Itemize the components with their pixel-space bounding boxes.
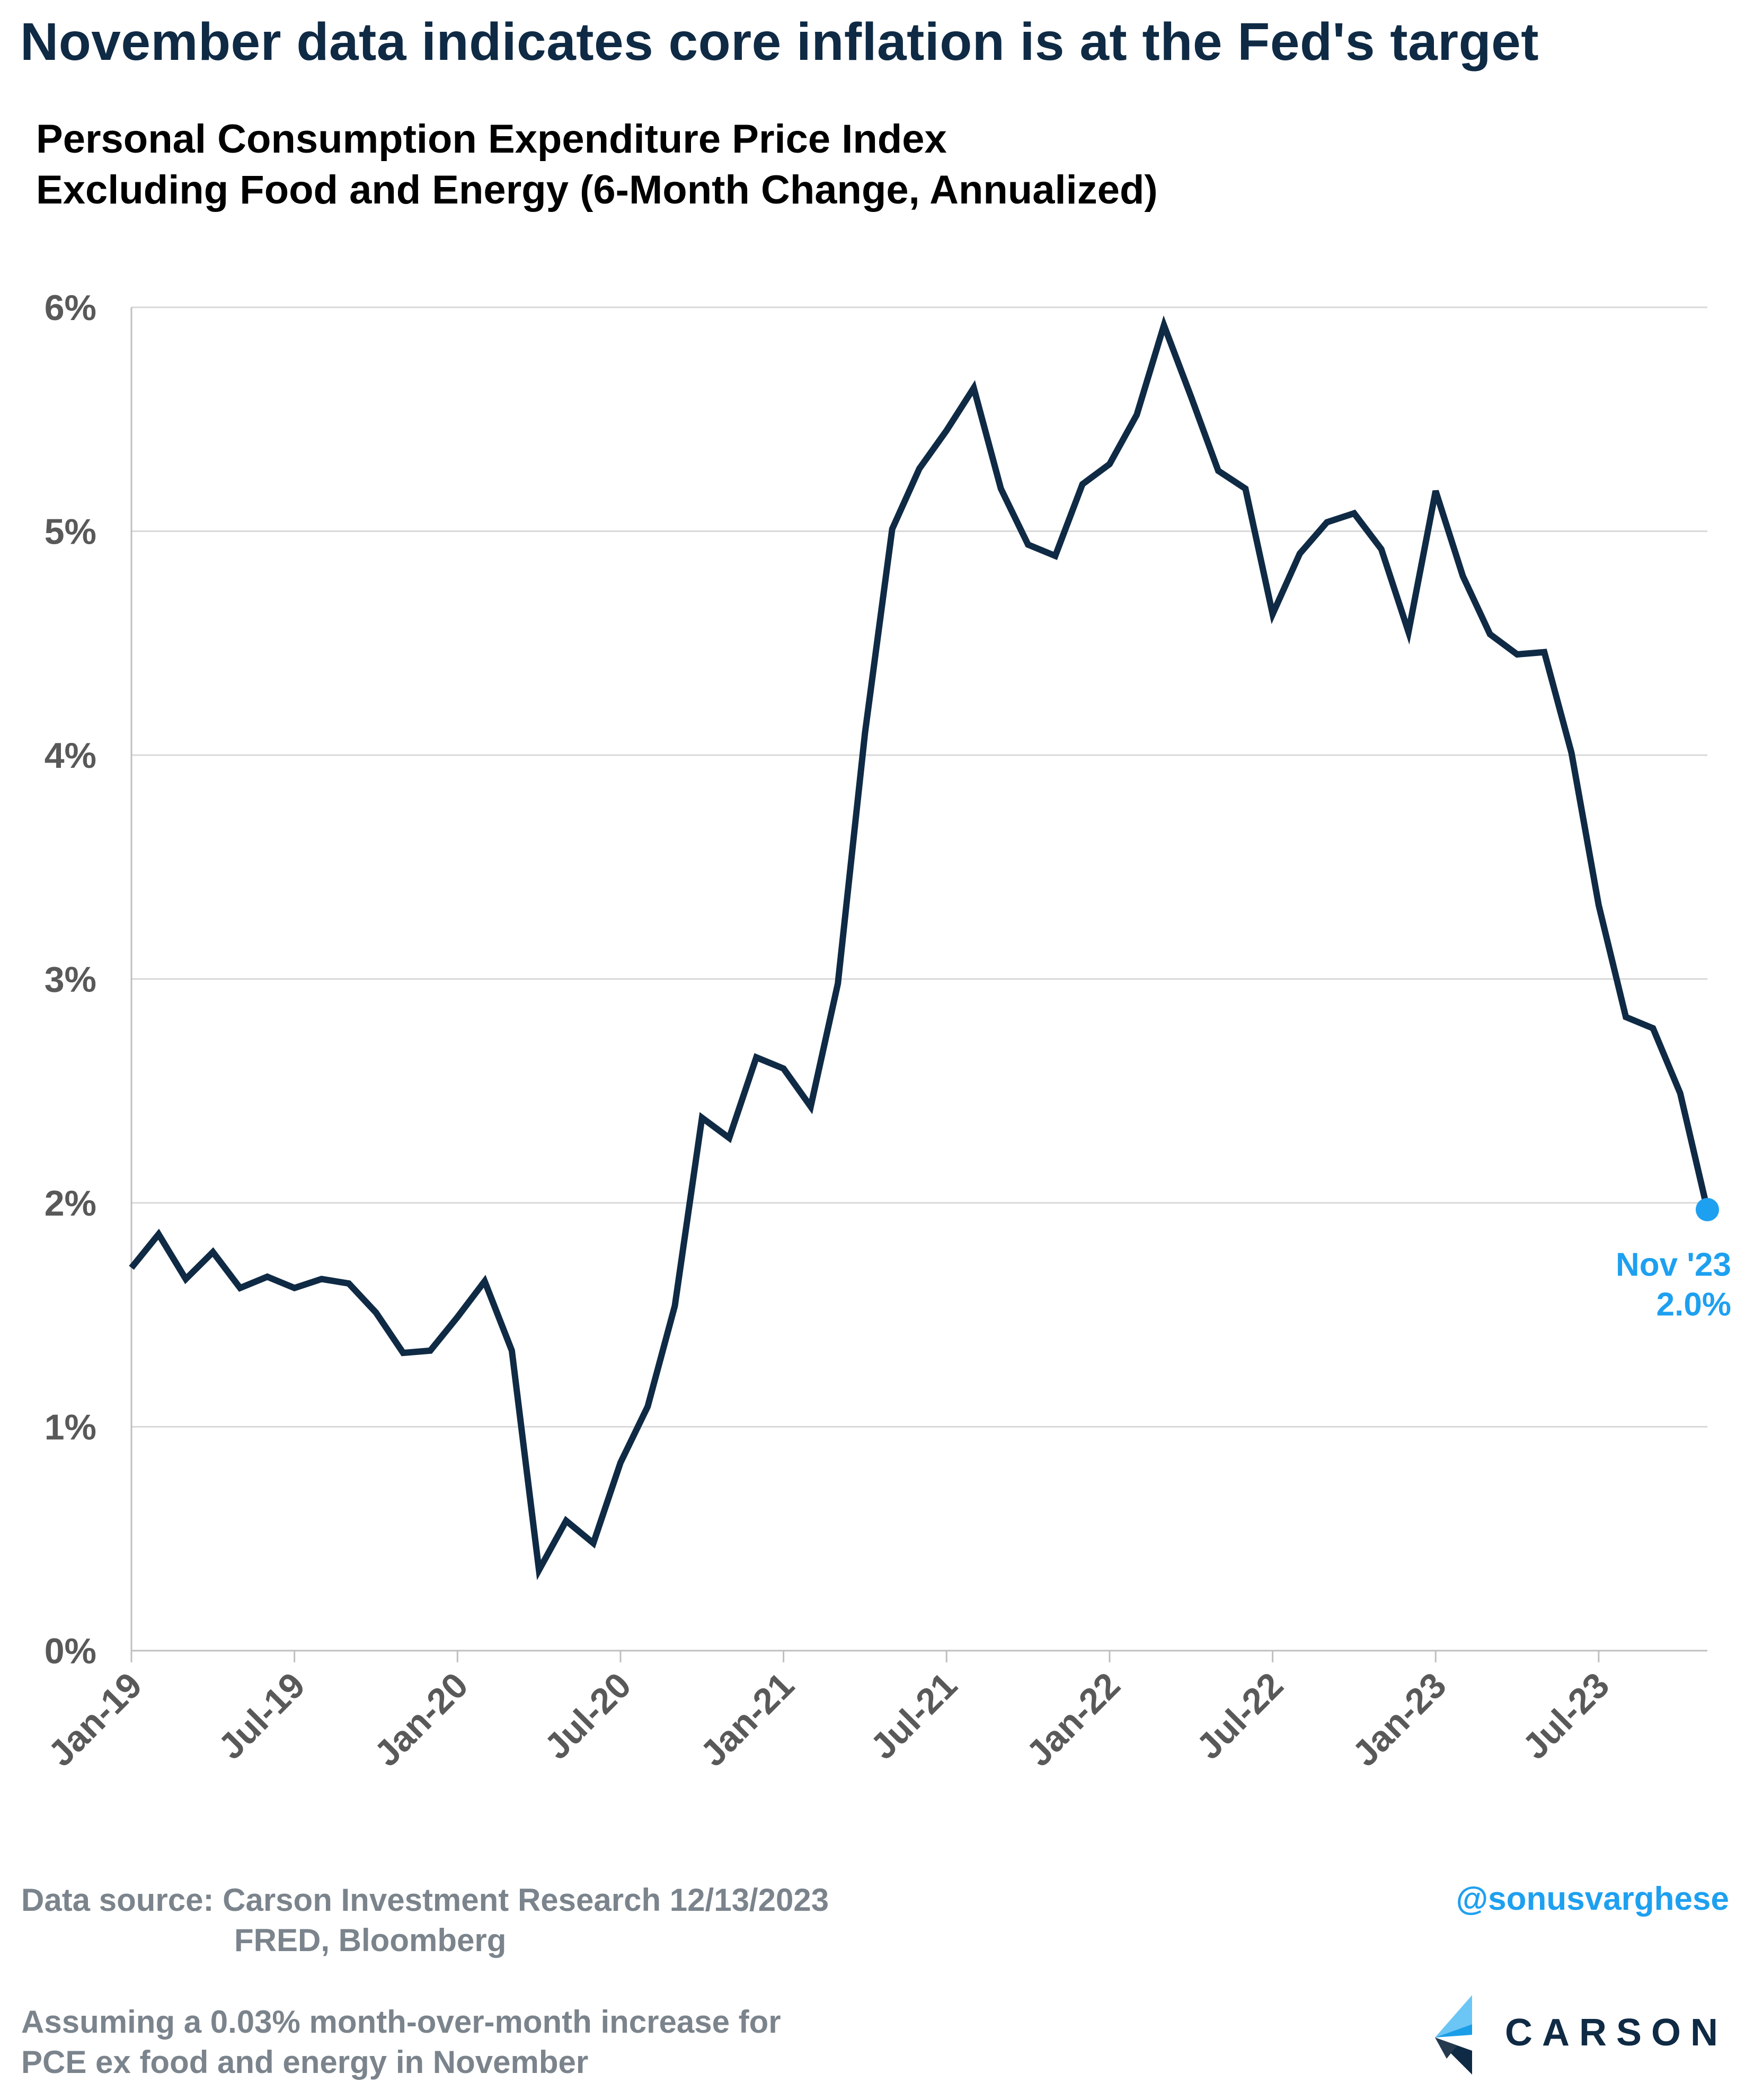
assumption-line-2: PCE ex food and energy in November <box>21 2044 589 2080</box>
y-tick-label: 4% <box>45 736 96 776</box>
x-tick-label: Jul-23 <box>1515 1665 1617 1767</box>
y-axis-tick-labels: 0% 1% 2% 3% 4% 5% 6% <box>45 288 96 1671</box>
subtitle-line-1: Personal Consumption Expenditure Price I… <box>36 117 947 162</box>
y-tick-label: 6% <box>45 288 96 328</box>
twitter-handle: @sonusvarghese <box>1456 1881 1729 1917</box>
carson-logo-mark-icon <box>1435 1995 1472 2075</box>
y-tick-label: 3% <box>45 960 96 1000</box>
line-chart: 0%1%2%3%4%5%6% Jan-19 Jul-19 Jan-20 Jul-20 J… <box>41 288 1731 1774</box>
y-tick-label: 2% <box>45 1183 96 1224</box>
carson-logo: CARSON <box>1425 1990 1733 2080</box>
assumption-line-1: Assuming a 0.03% month-over-month increa… <box>21 2004 781 2040</box>
series-layer <box>129 315 1711 1581</box>
x-tick-label: Jan-22 <box>1018 1665 1128 1774</box>
chart-title: November data indicates core inflation i… <box>20 12 1539 72</box>
subtitle-line-2: Excluding Food and Energy (6-Month Chang… <box>36 167 1158 212</box>
x-axis-tick-labels: Jan-19 Jul-19 Jan-20 Jul-20 Jan-21 Jul-21 Jan-… <box>41 1665 1617 1774</box>
y-tick-label: 5% <box>45 512 96 552</box>
x-tick-label: Jan-23 <box>1345 1665 1454 1774</box>
chart-subtitle: Personal Consumption Expenditure Price I… <box>36 114 1158 216</box>
highlight-layer: Nov '23 2.0% <box>1616 1198 1731 1323</box>
source-line-1: Data source: Carson Investment Research … <box>21 1882 829 1918</box>
x-tick-label: Jul-21 <box>863 1665 965 1767</box>
x-tick-label: Jul-19 <box>211 1665 313 1767</box>
x-tick-label: Jan-21 <box>693 1665 802 1774</box>
axes <box>130 307 1707 1662</box>
highlight-label-value: 2.0% <box>1656 1287 1731 1323</box>
x-tick-label: Jan-20 <box>367 1665 476 1774</box>
nov-23-point <box>1696 1198 1719 1221</box>
pce-series-line <box>129 315 1711 1581</box>
assumption-note: Assuming a 0.03% month-over-month increa… <box>21 2002 781 2083</box>
carson-logo-text: CARSON <box>1505 2012 1728 2054</box>
y-tick-label: 1% <box>45 1407 96 1448</box>
y-tick-label: 0% <box>45 1631 96 1671</box>
source-line-2: FRED, Bloomberg <box>234 1922 507 1958</box>
highlight-label-date: Nov '23 <box>1616 1247 1731 1283</box>
x-tick-label: Jul-20 <box>537 1665 639 1767</box>
x-tick-label: Jan-19 <box>41 1665 150 1774</box>
x-tick-label: Jul-22 <box>1189 1665 1291 1767</box>
data-source-note: Data source: Carson Investment Research … <box>21 1880 829 1961</box>
gridlines <box>131 306 1707 1428</box>
